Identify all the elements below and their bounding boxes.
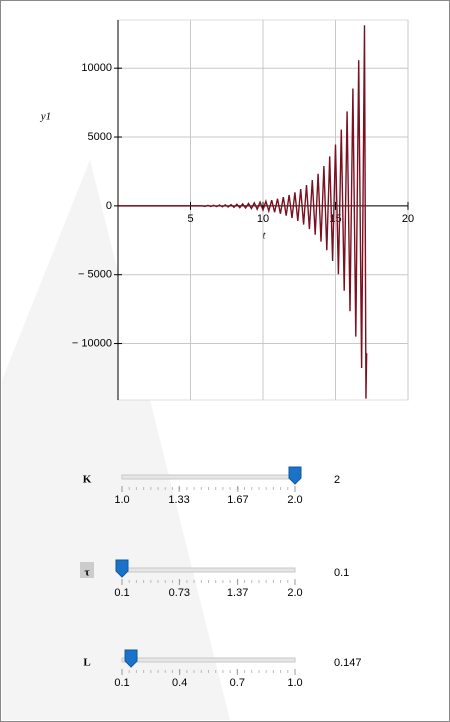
slider-tick-label: 1.0 bbox=[114, 494, 129, 506]
y-tick-label: 5000 bbox=[88, 131, 112, 143]
data-line bbox=[118, 25, 368, 399]
slider-track bbox=[121, 567, 296, 573]
y-axis-label: y1 bbox=[40, 111, 51, 123]
slider-name: L bbox=[83, 657, 90, 669]
x-axis-label: t bbox=[262, 230, 266, 242]
slider-tick-label: 2.0 bbox=[287, 494, 302, 506]
slider-tick-label: 1.37 bbox=[227, 587, 248, 599]
slider-name-bg bbox=[80, 562, 94, 578]
slider-tick-label: 1.0 bbox=[287, 677, 302, 689]
y-tick-label: − 5000 bbox=[78, 269, 112, 281]
slider-name: K bbox=[83, 474, 92, 486]
slider-value: 2 bbox=[334, 474, 340, 486]
x-tick-label: 20 bbox=[402, 213, 414, 225]
slider-thumb[interactable] bbox=[115, 559, 129, 578]
slider-tick-label: 0.1 bbox=[114, 587, 129, 599]
y-tick-label: 10000 bbox=[81, 62, 112, 74]
slider-tick-label: 0.1 bbox=[114, 677, 129, 689]
slider-thumb[interactable] bbox=[124, 649, 138, 668]
slider-tick-label: 0.73 bbox=[169, 587, 190, 599]
slider-tick-label: 0.7 bbox=[230, 677, 245, 689]
slider-track bbox=[121, 474, 296, 480]
slider-track bbox=[121, 657, 296, 663]
y-tick-label: 0 bbox=[106, 200, 112, 212]
y-tick-label: − 10000 bbox=[72, 337, 112, 349]
slider-value: 0.1 bbox=[334, 567, 349, 579]
slider-tick-label: 0.4 bbox=[172, 677, 187, 689]
slider-name: τ bbox=[84, 567, 89, 579]
x-tick-label: 5 bbox=[187, 213, 193, 225]
slider-tick-label: 1.33 bbox=[168, 494, 189, 506]
slider-tick-label: 1.67 bbox=[227, 494, 248, 506]
slider-thumb[interactable] bbox=[288, 466, 302, 485]
x-tick-label: 10 bbox=[257, 213, 269, 225]
slider-value: 0.147 bbox=[334, 657, 362, 669]
background-shape bbox=[2, 160, 230, 720]
slider-tick-label: 2.0 bbox=[287, 587, 302, 599]
x-tick-label: 15 bbox=[329, 213, 341, 225]
